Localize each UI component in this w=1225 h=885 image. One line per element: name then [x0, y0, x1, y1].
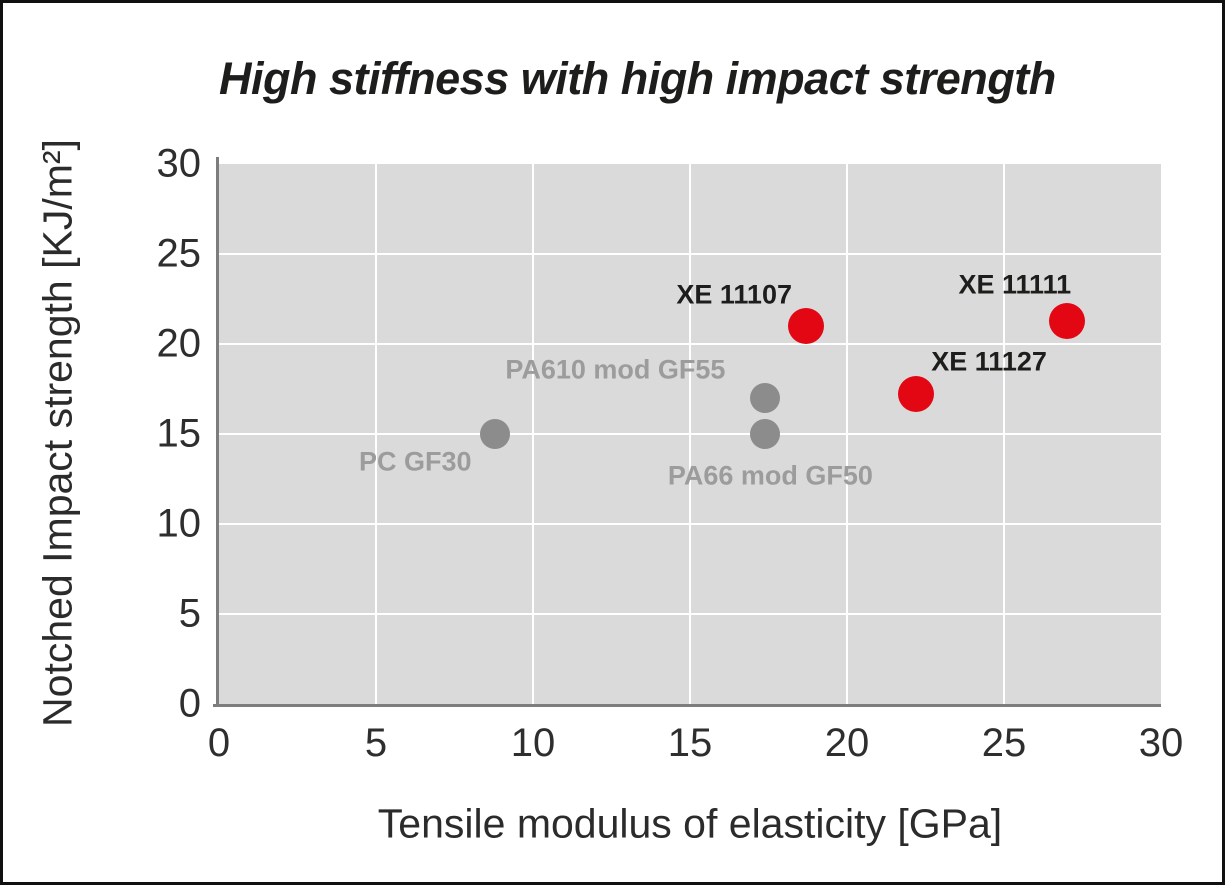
x-tick-label: 10	[510, 721, 556, 765]
y-axis-line	[216, 157, 219, 707]
y-axis-title: Notched Impact strength [KJ/m²]	[34, 139, 81, 727]
y-tick-label: 10	[156, 501, 202, 546]
y-tick-label: 15	[156, 411, 202, 456]
data-point-label: XE 11107	[676, 279, 792, 310]
y-tick-label: 5	[178, 591, 201, 636]
data-point	[788, 308, 825, 344]
x-tick-label: 0	[207, 721, 231, 765]
data-point-label: XE 11111	[958, 269, 1072, 300]
data-point	[750, 419, 781, 449]
plot-area: PC GF30 PA610 mod GF55 PA66 mod GF50 XE 111…	[219, 164, 1161, 704]
chart-title: High stiffness with high impact strength	[219, 53, 1056, 104]
x-tick-label: 30	[1138, 721, 1184, 765]
gridline-horizontal	[219, 523, 1161, 525]
y-tick-label: 20	[156, 321, 202, 366]
data-point-label: PC GF30	[359, 446, 472, 477]
data-point	[1048, 302, 1085, 339]
gridline-horizontal	[219, 433, 1161, 435]
y-tick-label: 25	[156, 231, 202, 276]
x-tick-label: 25	[981, 721, 1027, 765]
gridline-horizontal	[219, 343, 1161, 345]
gridline-horizontal	[219, 253, 1161, 255]
x-tick-label: 5	[364, 721, 388, 765]
data-point-label: PA610 mod GF55	[505, 354, 726, 385]
y-tick-label: 30	[156, 141, 202, 186]
data-point-label: PA66 mod GF50	[667, 460, 873, 491]
data-point-label: XE 11127	[931, 346, 1047, 377]
gridline-horizontal	[219, 613, 1161, 615]
x-tick-label: 20	[824, 721, 870, 765]
data-point	[480, 419, 511, 449]
data-point	[750, 383, 781, 413]
y-tick-label: 0	[178, 681, 201, 726]
x-axis-title: Tensile modulus of elasticity [GPa]	[377, 800, 1003, 847]
x-axis-line	[213, 704, 1161, 707]
data-point	[898, 376, 935, 413]
x-tick-label: 15	[667, 721, 713, 765]
